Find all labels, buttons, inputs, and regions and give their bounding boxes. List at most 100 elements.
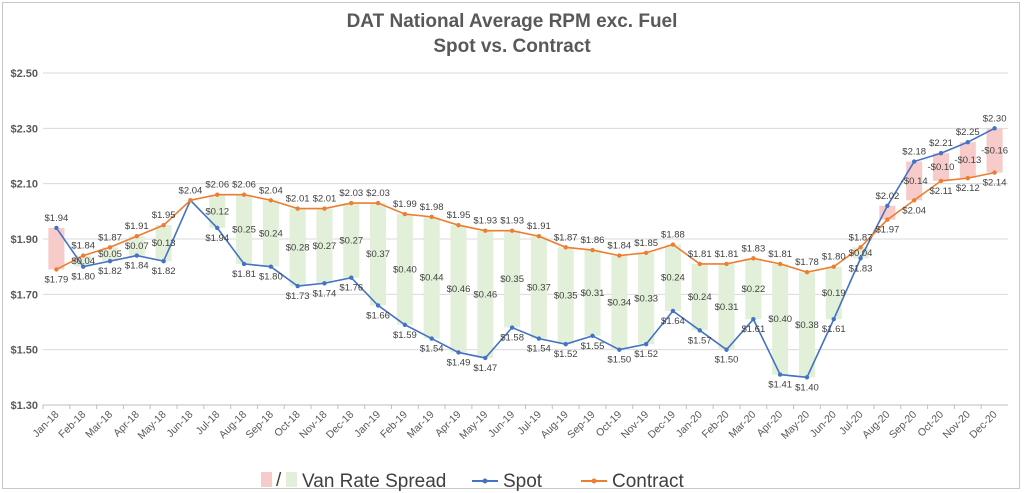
spot-data-label: $1.61 — [822, 324, 846, 335]
contract-point — [804, 270, 810, 275]
contract-data-label: $2.06 — [205, 180, 229, 191]
contract-data-label: $2.11 — [929, 186, 952, 197]
x-tick-label: Nov-20 — [940, 409, 973, 442]
x-tick-label: Feb-18 — [56, 409, 88, 441]
spread-data-label: $0.05 — [98, 249, 122, 260]
x-tick-label: Nov-18 — [297, 409, 330, 442]
contract-data-label: $2.01 — [286, 194, 310, 205]
x-tick-label: May-19 — [457, 409, 490, 442]
spot-point — [965, 139, 970, 145]
spot-point — [509, 325, 515, 330]
spot-data-label: $1.58 — [500, 333, 524, 344]
contract-point — [885, 217, 890, 222]
spread-data-label: $0.13 — [152, 238, 176, 249]
spread-bar — [423, 216, 440, 339]
x-tick-label: Nov-19 — [619, 409, 652, 442]
spread-data-label: $0.35 — [554, 291, 578, 302]
legend-spread-neg-swatch — [261, 472, 272, 487]
spot-data-label: $2.04 — [179, 185, 203, 196]
spot-point — [402, 322, 408, 327]
x-tick-label: Jan-18 — [30, 409, 61, 440]
spot-data-label: $2.30 — [983, 113, 1007, 124]
contract-data-label: $1.84 — [71, 241, 95, 252]
x-tick-label: Jun-20 — [808, 409, 839, 440]
spread-data-label: $0.35 — [500, 274, 524, 285]
spread-bar — [986, 128, 1003, 173]
spread-bar — [906, 161, 923, 201]
spot-point — [670, 308, 676, 314]
spread-data-label: $0.19 — [822, 288, 846, 299]
spread-bar — [343, 203, 360, 278]
x-tick-label: Jun-18 — [164, 409, 195, 440]
spread-bar — [128, 236, 145, 256]
spread-bar — [718, 263, 735, 350]
spread-data-label: $0.38 — [795, 320, 819, 331]
contract-data-label: $1.81 — [768, 249, 792, 260]
spot-data-label: $1.52 — [634, 349, 658, 360]
spread-data-label: $0.37 — [366, 249, 390, 260]
x-tick-label: Mar-19 — [405, 409, 437, 441]
contract-data-label: $2.04 — [259, 185, 283, 196]
legend-spread-pos-swatch — [286, 472, 297, 487]
contract-point — [563, 245, 568, 250]
x-tick-label: Sep-19 — [565, 409, 598, 442]
contract-data-label: $1.93 — [500, 216, 524, 227]
contract-point — [349, 200, 354, 206]
spread-bar — [450, 225, 467, 353]
spot-point — [161, 258, 166, 264]
spot-data-label: $1.81 — [232, 269, 256, 280]
contract-point — [188, 198, 193, 203]
spread-data-label: -$0.16 — [981, 145, 1008, 156]
spot-data-label: $1.61 — [741, 324, 765, 335]
x-tick-label: Dec-20 — [967, 409, 1000, 442]
contract-data-label: $1.97 — [875, 225, 899, 236]
contract-data-label: $1.86 — [581, 235, 605, 246]
x-tick-label: Feb-19 — [378, 409, 410, 441]
contract-data-label: $2.14 — [983, 178, 1007, 189]
legend-spot-label: Spot — [503, 471, 543, 492]
x-tick-label: Jun-19 — [486, 409, 517, 440]
spot-point — [804, 375, 810, 380]
contract-data-label: $1.98 — [420, 202, 444, 213]
contract-data-label: $1.78 — [795, 257, 819, 268]
spot-point — [81, 264, 86, 269]
x-tick-label: Jan-19 — [352, 409, 383, 440]
contract-point — [215, 192, 220, 197]
spot-point — [322, 281, 327, 286]
spot-data-label: $1.73 — [286, 291, 310, 302]
contract-point — [590, 247, 595, 253]
spot-data-label: $1.94 — [205, 233, 229, 244]
spot-point — [268, 264, 274, 269]
spot-point — [456, 350, 461, 355]
contract-point — [295, 206, 300, 211]
spread-bar — [959, 142, 976, 179]
x-tick-label: Aug-20 — [860, 409, 893, 442]
spread-data-label: $0.27 — [313, 241, 337, 252]
spot-point — [134, 253, 140, 258]
contract-data-label: $1.87 — [98, 232, 122, 243]
contract-data-label: $1.81 — [715, 249, 739, 260]
spread-bar — [798, 272, 815, 378]
spread-bar — [477, 230, 494, 358]
y-tick-label: $1.50 — [10, 345, 38, 357]
spread-bar — [691, 263, 708, 331]
spot-point — [617, 347, 622, 352]
x-tick-label: Feb-20 — [700, 409, 732, 441]
spread-layer — [48, 128, 1003, 378]
spot-data-label: $1.83 — [849, 263, 873, 274]
contract-point — [402, 211, 408, 217]
spot-point — [241, 261, 247, 267]
contract-point — [54, 267, 59, 272]
spot-point — [536, 336, 542, 341]
contract-point — [858, 245, 863, 250]
spread-data-label: $0.31 — [581, 288, 605, 299]
spread-data-label: $0.31 — [715, 302, 739, 313]
contract-data-label: $1.80 — [822, 252, 846, 263]
x-tick-label: Sep-18 — [244, 409, 277, 442]
spread-data-label: $0.24 — [688, 292, 712, 303]
spot-data-label: $2.18 — [902, 147, 926, 158]
x-tick-label: Mar-20 — [726, 409, 758, 441]
spread-data-label: $0.46 — [473, 289, 497, 300]
spread-bar — [101, 247, 119, 262]
contract-point — [107, 245, 113, 250]
